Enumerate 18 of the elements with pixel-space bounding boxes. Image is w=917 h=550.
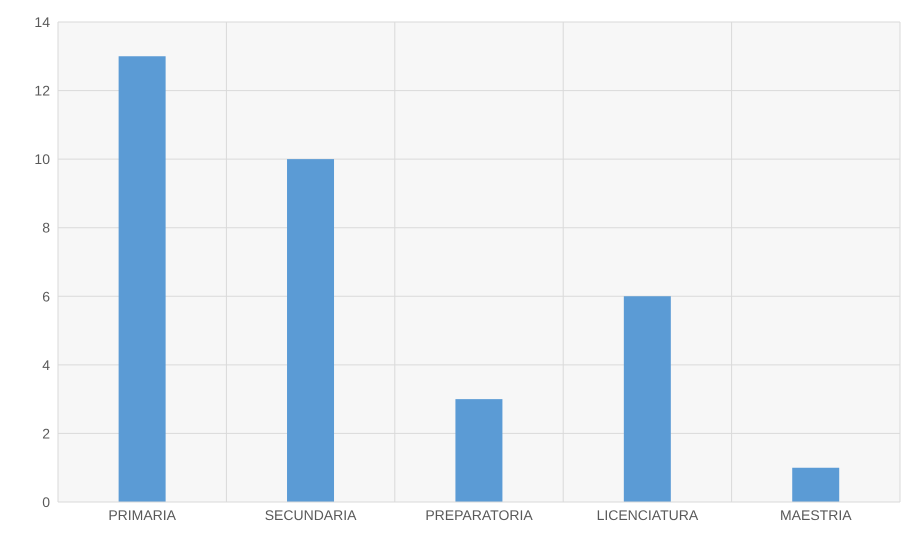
y-tick-label: 6 xyxy=(42,288,50,304)
y-tick-label: 0 xyxy=(42,494,50,510)
x-tick-label: PREPARATORIA xyxy=(425,506,534,523)
x-tick-label: MAESTRIA xyxy=(780,506,852,523)
x-tick-label: LICENCIATURA xyxy=(596,506,699,523)
y-tick-label: 2 xyxy=(42,425,50,442)
bar xyxy=(287,159,334,502)
y-tick-label: 12 xyxy=(34,82,50,99)
bar xyxy=(792,468,840,502)
y-tick-label: 10 xyxy=(34,151,50,168)
y-tick-label: 8 xyxy=(42,220,50,236)
y-tick-label: 14 xyxy=(34,14,50,30)
bar xyxy=(118,56,166,502)
y-tick-label: 4 xyxy=(42,356,50,373)
x-tick-label: PRIMARIA xyxy=(108,506,177,523)
bar xyxy=(624,296,671,502)
x-tick-label: SECUNDARIA xyxy=(264,506,358,523)
bar xyxy=(455,399,502,502)
